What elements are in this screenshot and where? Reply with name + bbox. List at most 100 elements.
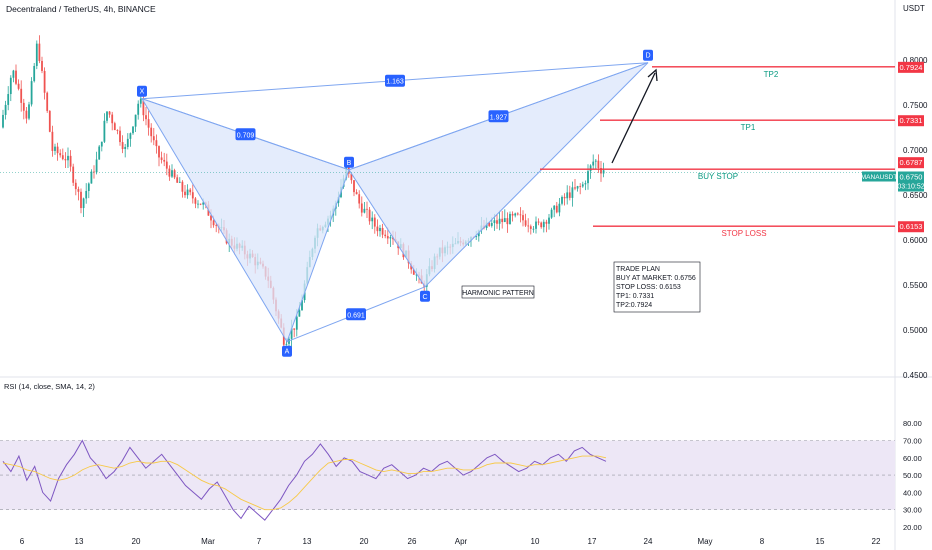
- trade-plan-line: TP2:0.7924: [616, 302, 652, 309]
- candle-body: [56, 146, 59, 154]
- candle-body: [511, 213, 514, 216]
- point-label: X: [140, 89, 145, 96]
- candle: [155, 134, 158, 154]
- candle: [355, 189, 358, 195]
- candle: [548, 213, 550, 230]
- candle: [100, 141, 103, 152]
- price-tag: 0.6787: [898, 157, 924, 169]
- candle: [168, 165, 171, 181]
- candle-body: [548, 217, 550, 224]
- point-x-marker[interactable]: X: [137, 85, 147, 97]
- candle-body: [602, 170, 605, 174]
- candle: [215, 223, 218, 233]
- time-tick-label: 17: [588, 537, 597, 546]
- candle: [522, 210, 524, 227]
- time-tick-label: 26: [408, 537, 417, 546]
- price-tick-label: 0.7500: [903, 101, 928, 110]
- candle-body: [506, 218, 509, 225]
- candle: [197, 200, 199, 209]
- candle: [353, 180, 355, 197]
- price-tag: 0.6750 03:10:52 MANAUSDT: [861, 171, 925, 192]
- candle-body: [376, 226, 379, 232]
- price-tick-label: 0.4500: [903, 371, 928, 380]
- candle: [379, 224, 381, 237]
- candle: [134, 114, 137, 133]
- candle-body: [142, 98, 145, 116]
- price-tag-text: 0.6153: [900, 222, 923, 231]
- candle-body: [61, 155, 64, 160]
- point-label: A: [285, 349, 290, 356]
- candle: [74, 179, 77, 196]
- candle-body: [64, 159, 67, 161]
- point-d-marker[interactable]: D: [643, 49, 653, 61]
- rsi-pane: 80.00 70.00 60.00 50.00 40.00 30.00 20.00 RSI (…: [0, 382, 922, 532]
- candle-body: [371, 217, 374, 222]
- candle-body: [535, 221, 537, 229]
- candle: [545, 219, 548, 233]
- candle: [22, 98, 25, 120]
- candle: [121, 135, 124, 154]
- ratio-text: 1.163: [386, 79, 404, 86]
- candle-body: [558, 203, 561, 213]
- candle-body: [9, 77, 12, 95]
- time-tick-label: 22: [872, 537, 881, 546]
- rsi-ma-line: [2, 455, 607, 511]
- price-tag: 0.7331: [898, 115, 924, 127]
- candle-body: [537, 221, 540, 223]
- candle: [563, 193, 566, 206]
- point-c-marker[interactable]: C: [420, 290, 430, 302]
- candle-body: [121, 142, 124, 150]
- candle: [61, 148, 64, 161]
- candle: [98, 145, 101, 160]
- candle: [93, 165, 95, 179]
- candle: [589, 164, 592, 179]
- candle-body: [160, 157, 163, 160]
- candle: [581, 181, 584, 188]
- candle-body: [488, 222, 491, 226]
- point-badge: [643, 49, 653, 61]
- candle: [137, 100, 140, 120]
- time-tick-label: 13: [75, 537, 84, 546]
- ratio-label: 0.691: [346, 308, 366, 321]
- trade-plan-line: TP1: 0.7331: [616, 293, 654, 300]
- ratio-badge: [235, 128, 256, 141]
- candle-body: [475, 236, 478, 238]
- candle: [126, 133, 129, 150]
- candle: [43, 67, 46, 100]
- candle-body: [119, 130, 121, 143]
- trade-plan-frame: [613, 261, 701, 313]
- price-axis: 0.8000 0.7500 0.7000 0.6500 0.6000 0.5500 0.50…: [903, 56, 928, 380]
- candle-body: [368, 209, 371, 222]
- candle: [152, 127, 155, 146]
- candle: [87, 182, 90, 199]
- candle: [527, 218, 530, 233]
- candle: [54, 143, 56, 155]
- price-tick-label: 0.5000: [903, 326, 928, 335]
- candle: [498, 210, 501, 231]
- symbol-tag: MANAUSDT: [861, 174, 898, 181]
- candle-body: [98, 146, 101, 160]
- candle: [576, 185, 579, 192]
- candle: [12, 69, 15, 83]
- trade-plan-line: STOP LOSS: 0.6153: [616, 284, 681, 291]
- candle-body: [186, 189, 189, 196]
- point-b-marker[interactable]: B: [344, 156, 354, 168]
- point-a-marker[interactable]: A: [282, 345, 292, 357]
- candle: [147, 110, 150, 136]
- candle-body: [199, 203, 202, 205]
- candle-body: [516, 213, 519, 215]
- candle-body: [514, 213, 517, 216]
- candle: [184, 185, 186, 198]
- candle-body: [360, 203, 363, 213]
- candle: [108, 110, 111, 118]
- rsi-tick-label: 60.00: [903, 454, 922, 463]
- candle-body: [111, 114, 114, 124]
- candle-body: [85, 190, 88, 199]
- point-label: B: [347, 160, 352, 167]
- candle: [542, 219, 545, 233]
- candle: [106, 111, 108, 124]
- candle-body: [51, 131, 54, 151]
- candle-body: [386, 236, 389, 239]
- candle-body: [15, 70, 17, 84]
